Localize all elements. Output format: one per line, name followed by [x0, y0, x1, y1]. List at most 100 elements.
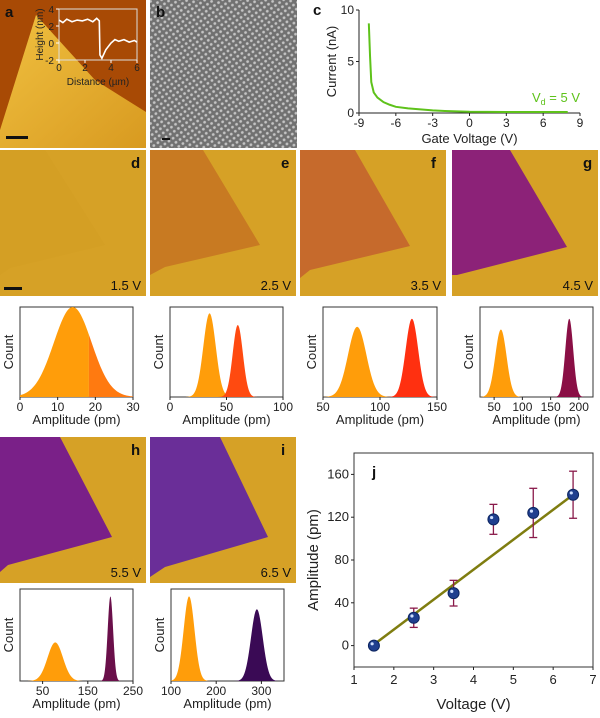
- data-point-highlight: [450, 589, 454, 593]
- height-profile-line: [58, 17, 138, 61]
- y-axis-label: Count: [152, 617, 167, 652]
- x-tick-label: 150: [541, 400, 561, 414]
- data-point: [567, 488, 580, 501]
- x-axis-label: Amplitude (pm): [492, 412, 580, 427]
- afm-image-e: e 2.5 V: [150, 150, 296, 296]
- histogram-peak-2: [88, 334, 133, 397]
- plot-frame: [479, 306, 594, 398]
- x-tick-label: 100: [161, 684, 181, 698]
- data-point: [527, 506, 540, 519]
- x-tick-label: 1: [350, 672, 357, 687]
- panel-label-i: i: [281, 442, 285, 459]
- y-axis-label: Count: [1, 334, 16, 369]
- flake-region: [300, 150, 410, 278]
- y-axis-label: Current (nA): [324, 26, 339, 98]
- afm-image-i: i 6.5 V: [150, 437, 296, 583]
- scale-bar: [6, 136, 28, 139]
- flake-region: [0, 150, 105, 275]
- x-tick-label: 300: [251, 684, 271, 698]
- data-point-highlight: [529, 509, 534, 513]
- x-tick-label: 200: [569, 400, 589, 414]
- y-axis-label: Height (nm): [35, 8, 46, 60]
- histogram-peak-1: [24, 642, 86, 681]
- afm-image-h: h 5.5 V: [0, 437, 146, 583]
- y-axis-label: Count: [304, 334, 319, 369]
- y-axis-label: Count: [151, 334, 166, 369]
- bias-label-d: 1.5 V: [111, 278, 142, 293]
- histogram-peak-2: [99, 596, 122, 681]
- data-point-highlight: [490, 515, 494, 520]
- histogram-peak-2: [553, 318, 586, 397]
- bias-label-e: 2.5 V: [261, 278, 292, 293]
- x-tick-label: 7: [589, 672, 596, 687]
- afm-image-g: g 4.5 V: [452, 150, 598, 296]
- panel-label-f: f: [431, 155, 437, 172]
- scale-bar: [4, 287, 22, 290]
- panel-label-a: a: [5, 4, 14, 21]
- flake-region: [150, 150, 260, 275]
- panel-label-e: e: [281, 155, 289, 172]
- histogram-peak-1: [171, 596, 211, 681]
- flake-region: [0, 437, 112, 572]
- x-tick-label: 9: [577, 116, 584, 130]
- linear-fit-line: [373, 493, 574, 646]
- current-curve: [367, 23, 568, 113]
- x-tick-label: 0: [17, 400, 24, 414]
- y-tick-label: 0: [48, 39, 54, 50]
- x-tick-label: 0: [56, 63, 62, 74]
- x-tick-label: 50: [487, 400, 501, 414]
- x-axis-label: Voltage (V): [436, 696, 510, 713]
- plot-frame: [169, 306, 284, 398]
- hist-d: 0 10 20 30 Amplitude (pm) Count: [1, 306, 140, 427]
- x-tick-label: 6: [134, 63, 140, 74]
- x-tick-label: -9: [354, 116, 365, 130]
- annotation-v: V: [532, 90, 541, 105]
- x-tick-label: 4: [108, 63, 114, 74]
- panel-b-tem-image: b: [150, 0, 297, 148]
- bias-label-h: 5.5 V: [111, 565, 142, 580]
- x-tick-label: 3: [430, 672, 437, 687]
- x-axis-label: Distance (µm): [67, 77, 129, 88]
- x-tick-label: 150: [78, 684, 98, 698]
- data-point: [407, 611, 420, 624]
- y-tick-label: 5: [347, 55, 354, 69]
- x-tick-label: -6: [390, 116, 401, 130]
- panel-label-h: h: [131, 442, 140, 459]
- x-axis-label: Amplitude (pm): [183, 696, 271, 711]
- plot-frame: [19, 588, 134, 682]
- x-tick-label: 20: [89, 400, 103, 414]
- data-point: [367, 639, 380, 652]
- x-axis-label: Gate Voltage (V): [421, 131, 517, 146]
- data-point-highlight: [410, 614, 414, 618]
- histogram-peak-1: [480, 329, 524, 397]
- bias-label-f: 3.5 V: [411, 278, 442, 293]
- x-tick-label: 2: [82, 63, 88, 74]
- x-tick-label: 3: [503, 116, 510, 130]
- x-tick-label: 100: [273, 400, 293, 414]
- panel-label-b: b: [156, 4, 165, 21]
- x-axis-label: Amplitude (pm): [182, 412, 270, 427]
- x-tick-label: 6: [550, 672, 557, 687]
- x-tick-label: 50: [36, 684, 50, 698]
- x-axis-label: Amplitude (pm): [32, 412, 120, 427]
- scale-bar: [162, 138, 170, 140]
- x-tick-label: 6: [540, 116, 547, 130]
- annotation-sub: d: [541, 97, 546, 107]
- x-axis-label: Amplitude (pm): [32, 696, 120, 711]
- x-tick-label: 0: [466, 116, 473, 130]
- y-axis-label: Count: [461, 334, 476, 369]
- y-tick-label: 0: [342, 638, 349, 653]
- piezo-response-images: d 1.5 V e 2.5 V f 3.5 V g 4.5 V h 5.5 V i 6.5 V: [0, 150, 598, 583]
- afm-image-f: f 3.5 V: [300, 150, 446, 296]
- data-point-highlight: [370, 642, 374, 646]
- panel-c-transfer-curve: c -9 -6 -3 0 3 6 9 0 5 10 Gate Voltage (V) Current …: [313, 2, 584, 146]
- plot-frame: [170, 588, 285, 682]
